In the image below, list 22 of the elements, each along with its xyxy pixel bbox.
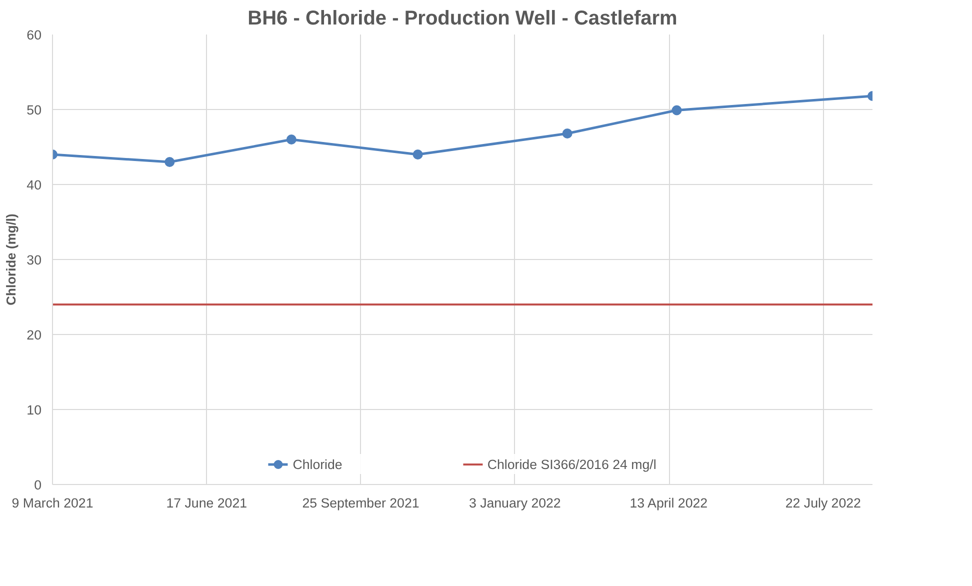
point <box>286 134 296 144</box>
x-tick-label: 22 July 2022 <box>785 496 861 510</box>
y-tick-label: 60 <box>26 28 42 42</box>
legend-label: Chloride <box>292 456 342 472</box>
y-tick-label: 40 <box>26 178 42 192</box>
x-tick-label: 17 June 2021 <box>166 496 248 510</box>
point <box>412 150 423 160</box>
y-tick-label: 20 <box>26 328 42 342</box>
x-tick-label: 13 April 2022 <box>630 496 708 510</box>
point <box>562 128 572 138</box>
x-tick-label: 9 March 2021 <box>12 496 94 510</box>
y-tick-label: 0 <box>34 478 42 492</box>
y-tick-label: 50 <box>26 102 42 118</box>
legend-label: Chloride SI366/2016 24 mg/l <box>487 456 656 472</box>
point <box>672 105 682 116</box>
x-tick-label: 25 September 2021 <box>302 496 420 510</box>
y-tick-label: 30 <box>26 252 42 268</box>
chart-title: BH6 - Chloride - Production Well - Castlefarm <box>248 8 678 30</box>
y-tick-label: 10 <box>26 402 42 418</box>
point <box>164 157 175 167</box>
x-tick-label: 3 January 2022 <box>468 496 561 510</box>
y-axis-title: Chloride (mg/l) <box>4 214 19 306</box>
